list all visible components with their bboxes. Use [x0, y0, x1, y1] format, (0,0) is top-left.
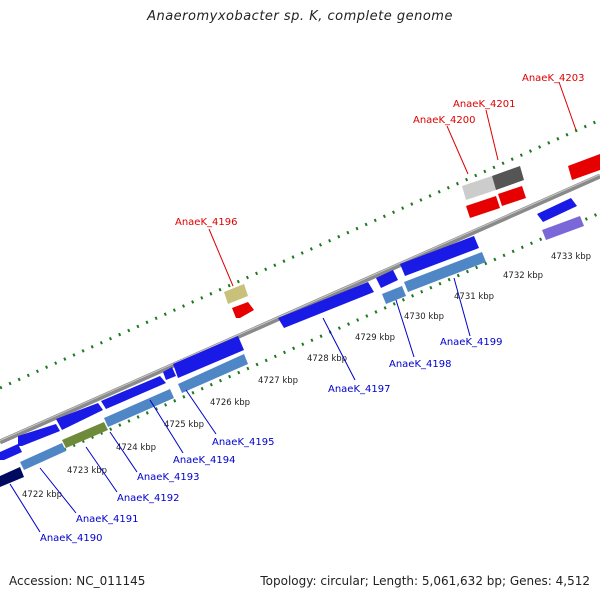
gene-reverse[interactable]	[542, 216, 584, 240]
gene-forward[interactable]	[56, 403, 103, 430]
axis-tick-label: 4729 kbp	[355, 333, 395, 343]
outer-tick-track	[0, 118, 600, 390]
gene-forward[interactable]	[376, 270, 398, 288]
leader-line	[446, 125, 469, 175]
leader-line	[208, 228, 234, 287]
gene-forward[interactable]	[163, 367, 176, 380]
gene-leader-lines	[9, 81, 577, 533]
gene-label[interactable]: AnaeK_4195	[212, 437, 274, 448]
leader-line	[453, 277, 471, 337]
gene-forward[interactable]	[537, 198, 577, 222]
axis-tick-label: 4731 kbp	[454, 292, 494, 302]
axis-tick-label: 4733 kbp	[551, 252, 591, 262]
forward-genes	[0, 198, 577, 460]
leader-line	[185, 389, 217, 435]
axis-tick-label: 4726 kbp	[210, 398, 250, 408]
rna-gene[interactable]	[498, 186, 526, 206]
gene-label[interactable]: AnaeK_4201	[453, 99, 515, 110]
rna-gene[interactable]	[466, 196, 500, 218]
axis-tick-label: 4724 kbp	[116, 443, 156, 453]
leader-line	[485, 109, 499, 161]
rna-gene[interactable]	[232, 302, 254, 318]
axis-tick-label: 4728 kbp	[307, 354, 347, 364]
axis-tick-label: 4730 kbp	[404, 312, 444, 322]
topology-summary: Topology: circular; Length: 5,061,632 bp…	[260, 574, 590, 588]
gene-label[interactable]: AnaeK_4200	[413, 115, 475, 126]
rna-gene[interactable]	[568, 154, 600, 180]
gene-forward[interactable]	[101, 376, 166, 409]
gene-forward[interactable]	[278, 282, 374, 328]
rna-features	[224, 154, 600, 318]
leader-line	[149, 399, 184, 454]
gene-label[interactable]: AnaeK_4197	[328, 384, 390, 395]
gene-forward[interactable]	[18, 424, 60, 446]
axis-tick-label: 4722 kbp	[22, 490, 62, 500]
gene-label[interactable]: AnaeK_4203	[522, 73, 584, 84]
gene-label[interactable]: AnaeK_4190	[40, 533, 102, 544]
gene-label[interactable]: AnaeK_4192	[117, 493, 179, 504]
genome-backbone	[0, 173, 600, 445]
leader-line	[395, 299, 415, 358]
feature-misc[interactable]	[492, 166, 524, 190]
leader-line	[9, 483, 41, 533]
axis-tick-label: 4727 kbp	[258, 376, 298, 386]
genome-backbone-highlight	[0, 174, 600, 441]
gene-reverse[interactable]	[104, 389, 174, 427]
gene-forward[interactable]	[400, 236, 479, 276]
gene-reverse[interactable]	[178, 354, 248, 393]
gene-reverse[interactable]	[62, 422, 108, 448]
axis-tick-label: 4725 kbp	[164, 420, 204, 430]
gene-forward[interactable]	[0, 444, 22, 460]
gene-label[interactable]: AnaeK_4199	[440, 337, 502, 348]
gene-reverse[interactable]	[382, 286, 406, 304]
gene-label[interactable]: AnaeK_4193	[137, 472, 199, 483]
feature-misc[interactable]	[224, 284, 248, 304]
gene-forward[interactable]	[173, 336, 244, 378]
axis-tick-labels: 4722 kbp 4723 kbp 4724 kbp 4725 kbp 4726…	[22, 252, 591, 500]
gene-label[interactable]: AnaeK_4194	[173, 455, 235, 466]
leader-line	[39, 467, 77, 514]
leader-line	[85, 446, 118, 493]
gene-reverse[interactable]	[20, 443, 66, 470]
gene-reverse[interactable]	[404, 252, 486, 292]
reverse-genes	[0, 216, 584, 487]
feature-misc[interactable]	[462, 176, 496, 200]
leader-line	[322, 317, 356, 381]
axis-tick-label: 4723 kbp	[67, 466, 107, 476]
inner-tick-track	[0, 211, 600, 480]
leader-line	[558, 81, 577, 131]
axis-tick-label: 4732 kbp	[503, 271, 543, 281]
gene-label[interactable]: AnaeK_4191	[76, 514, 138, 525]
gene-reverse[interactable]	[0, 467, 24, 487]
map-title: Anaeromyxobacter sp. K, complete genome	[147, 9, 453, 24]
accession-text: Accession: NC_011145	[9, 574, 146, 588]
gene-label[interactable]: AnaeK_4196	[175, 217, 237, 228]
leader-line	[109, 431, 138, 473]
gene-labels: AnaeK_4190 AnaeK_4191 AnaeK_4192 AnaeK_4…	[40, 73, 584, 544]
gene-label[interactable]: AnaeK_4198	[389, 359, 451, 370]
